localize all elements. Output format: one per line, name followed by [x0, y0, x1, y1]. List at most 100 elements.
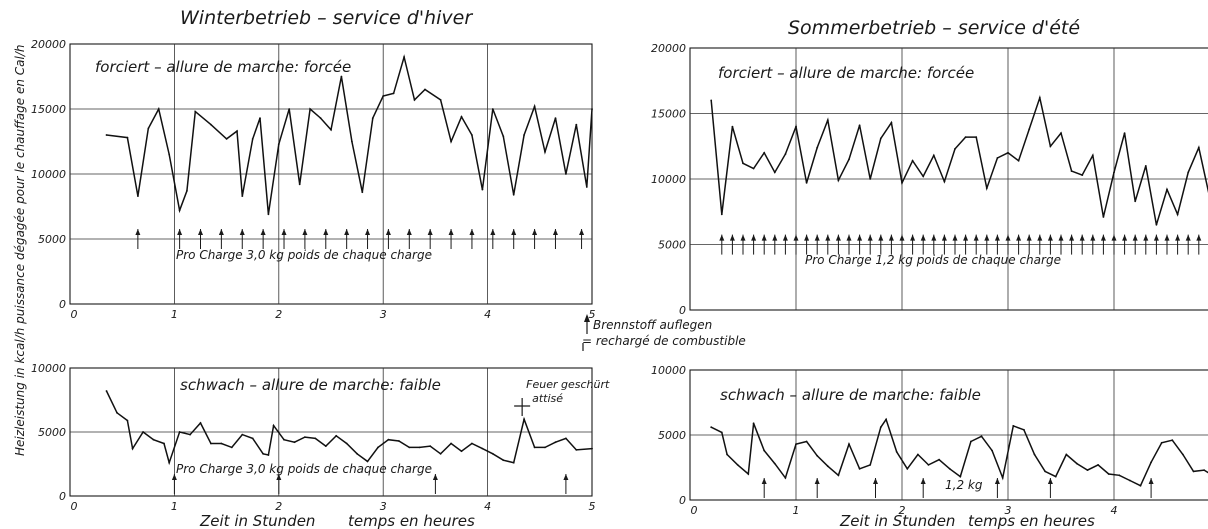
data-point — [403, 56, 405, 58]
data-point — [304, 436, 306, 438]
data-point — [1038, 96, 1041, 99]
data-point — [351, 140, 353, 143]
data-point — [533, 446, 536, 449]
recharge-arrow-head — [814, 478, 820, 484]
data-point — [1150, 461, 1152, 464]
recharge-arrow-head — [973, 234, 979, 241]
data-point — [512, 461, 515, 464]
x-label-fr-right: temps en heures — [968, 512, 1095, 529]
y-tick-label: 5000 — [658, 239, 686, 252]
recharge-arrow-head — [1132, 234, 1138, 241]
x-tick-label: 2 — [275, 308, 282, 321]
data-point — [450, 140, 452, 143]
data-point — [418, 446, 421, 449]
data-point — [747, 473, 750, 475]
data-point — [319, 117, 322, 119]
data-point — [591, 108, 593, 110]
data-point — [1123, 132, 1126, 135]
data-point — [1102, 216, 1105, 218]
data-point — [816, 146, 819, 149]
x-tick-label: 0 — [691, 504, 698, 517]
x-tick-label: 5 — [589, 500, 596, 513]
x-tick-label: 2 — [899, 504, 906, 517]
data-point — [885, 418, 887, 421]
data-point — [523, 134, 525, 136]
recharge-arrow-head — [1069, 234, 1075, 241]
x-label-de-left: Zeit in Stunden — [199, 512, 315, 529]
data-point — [424, 88, 426, 91]
data-point — [210, 442, 212, 445]
recharge-arrow-head — [344, 229, 350, 235]
legend-arrow-head — [584, 314, 590, 322]
data-point — [773, 171, 776, 174]
y-axis-label: Heizleistung in kcal/h puissance dégagée… — [13, 45, 27, 456]
data-point — [565, 437, 567, 440]
recharge-arrow-head — [260, 229, 266, 235]
data-point — [502, 135, 505, 138]
recharge-arrow-head — [867, 234, 873, 241]
data-point — [398, 440, 400, 442]
summer-weak-panel: 0 5000 10000 0 1 2 3 4 schwach – allure de march… — [651, 364, 1208, 517]
data-point — [1139, 484, 1142, 487]
recharge-arrow-head — [563, 474, 569, 480]
recharge-arrow-head — [135, 229, 141, 235]
data-point — [837, 179, 840, 182]
data-point — [277, 143, 280, 146]
data-point — [377, 446, 379, 449]
x-label-de-right: Zeit in Stunden — [839, 512, 955, 529]
data-point — [954, 148, 956, 150]
data-point — [330, 128, 332, 131]
charge-label: Pro Charge 3,0 kg poids de chaque charge — [176, 462, 432, 476]
data-point — [251, 138, 254, 140]
data-point — [1176, 213, 1179, 216]
data-point — [575, 449, 578, 451]
data-point — [309, 108, 311, 110]
data-point — [131, 447, 134, 450]
data-point — [168, 153, 171, 156]
recharge-arrow-head — [552, 229, 558, 235]
data-point — [1203, 469, 1205, 471]
data-point — [869, 464, 872, 466]
data-point — [387, 438, 390, 441]
recharge-arrow-head — [920, 234, 926, 241]
data-point — [763, 151, 766, 154]
data-point — [220, 442, 223, 445]
data-point — [1028, 128, 1031, 131]
recharge-arrow-head — [846, 234, 852, 241]
data-point — [985, 187, 988, 190]
data-point — [408, 446, 411, 449]
recharge-arrow-head — [1164, 234, 1170, 241]
data-point — [460, 450, 463, 453]
y-tick-label: 5000 — [38, 426, 66, 439]
recharge-arrow-head — [804, 234, 810, 241]
data-point — [869, 178, 872, 180]
data-point — [267, 213, 270, 216]
recharge-arrow-head — [1185, 234, 1191, 241]
recharge-arrow-head — [406, 229, 412, 235]
data-point — [805, 182, 808, 184]
data-point — [927, 464, 930, 466]
data-point — [1012, 425, 1015, 427]
recharge-arrow-head — [825, 234, 831, 241]
recharge-arrow-head — [899, 234, 905, 241]
data-point — [1144, 165, 1147, 167]
recharge-arrow-head — [878, 234, 884, 241]
data-point — [805, 440, 808, 443]
y-tick-label: 0 — [679, 304, 686, 317]
data-point — [382, 95, 385, 97]
charge-label: 1,2 kg — [945, 478, 983, 492]
data-point — [272, 424, 275, 427]
data-point — [1155, 223, 1158, 226]
data-point — [371, 117, 374, 119]
recharge-arrow-head — [740, 234, 746, 241]
data-point — [784, 477, 787, 479]
data-point — [105, 134, 108, 136]
data-point — [491, 452, 494, 455]
recharge-arrow-head — [323, 229, 329, 235]
data-point — [1070, 170, 1073, 173]
data-point — [194, 110, 197, 113]
data-point — [147, 127, 150, 130]
data-point — [324, 445, 327, 447]
data-point — [471, 442, 473, 445]
recharge-arrow-head — [469, 229, 475, 235]
